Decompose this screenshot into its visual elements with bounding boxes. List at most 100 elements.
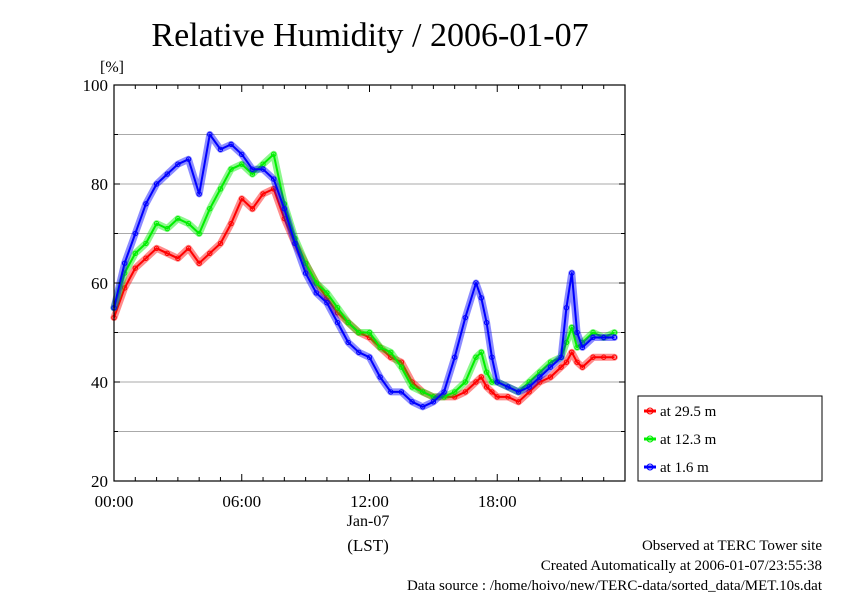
plot-frame xyxy=(113,84,626,482)
data-point xyxy=(239,161,245,167)
x-tick-label: 18:00 xyxy=(478,492,517,511)
data-point xyxy=(547,374,554,380)
data-point xyxy=(569,270,575,276)
x-axis-label: (LST) xyxy=(347,536,389,555)
data-point xyxy=(345,319,351,326)
data-point xyxy=(356,349,362,355)
data-point xyxy=(217,146,224,153)
data-point xyxy=(489,379,495,385)
data-point xyxy=(451,389,458,395)
data-point xyxy=(249,171,256,177)
data-point xyxy=(313,290,319,296)
data-point xyxy=(270,151,277,158)
legend-marker xyxy=(646,435,654,443)
data-point xyxy=(494,379,500,385)
series-line-1 xyxy=(113,187,615,403)
chart-title: Relative Humidity / 2006-01-07 xyxy=(151,17,588,54)
data-point xyxy=(441,389,447,395)
data-point xyxy=(473,354,479,360)
legend-box xyxy=(637,395,823,482)
data-point xyxy=(601,354,607,360)
data-point xyxy=(547,364,554,370)
data-point xyxy=(515,389,522,395)
data-point xyxy=(441,394,447,400)
data-point xyxy=(132,230,138,237)
data-point xyxy=(590,354,596,360)
footer-created: Created Automatically at 2006-01-07/23:5… xyxy=(541,558,822,574)
y-tick-label: 100 xyxy=(83,76,109,95)
x-tick-label: 12:00 xyxy=(350,492,389,511)
data-point xyxy=(505,394,511,400)
footer-observed: Observed at TERC Tower site xyxy=(642,538,822,554)
data-point xyxy=(175,161,181,167)
data-point xyxy=(462,314,469,321)
data-point xyxy=(563,305,570,311)
data-point xyxy=(420,404,426,410)
data-point xyxy=(302,270,309,276)
data-point xyxy=(260,166,266,172)
data-point xyxy=(473,280,479,286)
data-point xyxy=(558,354,564,360)
data-point xyxy=(478,295,484,301)
data-point xyxy=(185,245,192,252)
data-point xyxy=(121,285,128,291)
series-band-2 xyxy=(110,150,618,401)
data-point xyxy=(569,349,575,355)
legend-label: at 29.5 m xyxy=(660,404,717,420)
data-point xyxy=(526,384,532,390)
data-point xyxy=(217,186,224,192)
y-tick-label: 60 xyxy=(91,274,108,293)
data-point xyxy=(537,374,543,380)
data-point xyxy=(526,379,532,385)
data-point xyxy=(366,334,373,341)
data-point xyxy=(207,131,213,138)
legend-marker xyxy=(646,463,654,471)
data-point xyxy=(563,339,570,346)
data-point xyxy=(196,230,202,237)
data-point xyxy=(185,220,192,227)
data-point xyxy=(489,354,495,360)
y-tick-label: 20 xyxy=(91,472,108,491)
data-point xyxy=(356,329,362,336)
data-point xyxy=(398,389,405,395)
data-point xyxy=(143,201,149,207)
data-point xyxy=(430,394,437,400)
x-tick-label: 06:00 xyxy=(222,492,261,511)
data-point xyxy=(569,324,575,331)
data-point xyxy=(388,354,394,360)
legend-item-3: at 1.6 m xyxy=(644,460,709,476)
legend-item-1: at 29.5 m xyxy=(644,404,717,420)
data-point xyxy=(494,394,500,400)
data-point xyxy=(345,339,351,346)
data-point xyxy=(537,369,543,375)
data-point xyxy=(574,344,580,351)
data-point xyxy=(281,206,288,212)
data-point xyxy=(143,240,149,247)
data-point xyxy=(388,389,394,395)
data-point xyxy=(249,206,256,212)
data-point xyxy=(409,384,415,390)
data-point xyxy=(324,300,330,306)
data-point xyxy=(574,359,580,365)
data-point xyxy=(196,191,202,197)
data-point xyxy=(239,196,245,202)
legend-marker xyxy=(646,407,654,415)
footer-data-source: Data source : /home/hoivo/new/TERC-data/… xyxy=(407,578,823,594)
y-tick-label: 80 xyxy=(91,175,108,194)
data-point xyxy=(132,250,138,257)
x-tick-labels: 00:00 06:00 12:00 18:00 xyxy=(95,492,517,511)
data-point xyxy=(132,265,138,271)
data-point xyxy=(611,329,618,336)
series-group xyxy=(110,131,618,411)
data-point xyxy=(451,354,458,360)
data-point xyxy=(164,250,170,257)
y-axis-label: [%] xyxy=(100,59,124,76)
data-point xyxy=(409,399,415,405)
data-point xyxy=(196,260,202,266)
series-line-2 xyxy=(113,153,615,398)
data-point xyxy=(377,374,383,380)
data-point xyxy=(121,260,128,266)
data-point xyxy=(313,280,319,286)
data-point xyxy=(324,295,330,301)
data-point xyxy=(558,364,564,370)
